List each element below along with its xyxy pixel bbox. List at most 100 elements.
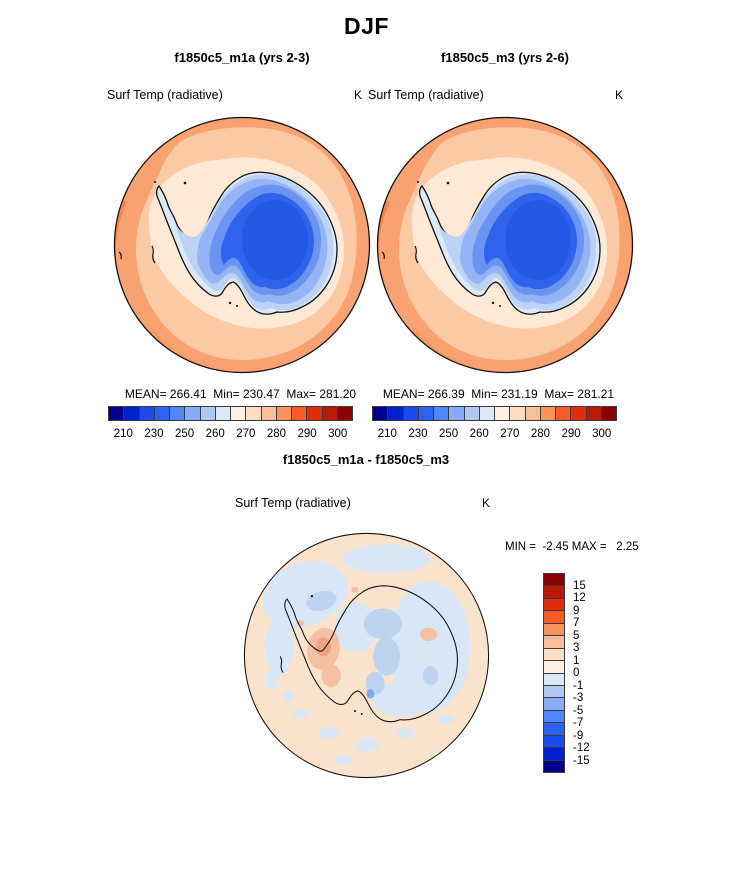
colorbar-diff-cells bbox=[543, 573, 565, 773]
colorbar-cell bbox=[544, 747, 564, 760]
colorbar-cell bbox=[544, 734, 564, 748]
colorbar-cell bbox=[184, 407, 200, 420]
colorbar-tick-label: 270 bbox=[500, 428, 520, 440]
map-left-antarctica bbox=[113, 116, 371, 374]
colorbar-cell bbox=[544, 722, 564, 735]
colorbar-tick-label: -1 bbox=[573, 679, 584, 692]
colorbar-left-ticks: 210 230 250 260 270 280 290 300 bbox=[108, 428, 353, 441]
colorbar-cell bbox=[463, 407, 479, 420]
colorbar-cell bbox=[544, 610, 564, 623]
panel-right-subtitle-row: Surf Temp (radiative) K bbox=[368, 88, 623, 102]
colorbar-tick-label: 210 bbox=[113, 428, 133, 440]
colorbar-tick-label: 280 bbox=[266, 428, 287, 440]
colorbar-cell bbox=[199, 407, 215, 420]
colorbar-tick-label: -3 bbox=[573, 692, 584, 704]
colorbar-cell bbox=[544, 635, 564, 648]
colorbar-cell bbox=[153, 407, 169, 420]
colorbar-cell bbox=[478, 407, 494, 420]
colorbar-cell bbox=[539, 407, 555, 420]
colorbar-tick-label: 5 bbox=[573, 629, 580, 642]
colorbar-cell bbox=[373, 407, 388, 420]
colorbar-tick-label: 12 bbox=[573, 592, 586, 604]
colorbar-tick-label: 7 bbox=[573, 617, 580, 629]
colorbar-cell bbox=[291, 407, 307, 420]
colorbar-cell bbox=[138, 407, 154, 420]
colorbar-cell bbox=[585, 407, 601, 420]
colorbar-cell bbox=[524, 407, 540, 420]
colorbar-cell bbox=[544, 660, 564, 673]
colorbar-tick-label: -7 bbox=[573, 717, 584, 729]
colorbar-tick-label: 230 bbox=[408, 428, 428, 440]
colorbar-left-cells bbox=[108, 406, 353, 421]
colorbar-right-ticks: 210 230 250 260 270 280 290 300 bbox=[372, 428, 617, 441]
panel-diff-subtitle-row: Surf Temp (radiative) K bbox=[235, 496, 490, 510]
colorbar-tick-label: -15 bbox=[573, 754, 590, 767]
colorbar-tick-label: 210 bbox=[377, 428, 397, 440]
colorbar-cell bbox=[600, 407, 616, 420]
colorbar-cell bbox=[544, 597, 564, 611]
colorbar-cell bbox=[260, 407, 276, 420]
panel-left-unit-label: K bbox=[353, 88, 362, 102]
colorbar-cell bbox=[336, 407, 352, 420]
colorbar-cell bbox=[230, 407, 246, 420]
colorbar-cell bbox=[448, 407, 464, 420]
colorbar-cell bbox=[494, 407, 510, 420]
colorbar-tick-label: 0 bbox=[573, 667, 580, 679]
colorbar-tick-label: 15 bbox=[573, 579, 586, 592]
colorbar-cell bbox=[387, 407, 403, 420]
colorbar-cell bbox=[275, 407, 291, 420]
panel-diff-unit-label: K bbox=[481, 496, 490, 510]
panel-diff-title: f1850c5_m1a - f1850c5_m3 bbox=[282, 452, 450, 467]
colorbar-tick-label: 290 bbox=[297, 428, 317, 440]
colorbar-cell bbox=[109, 407, 124, 420]
figure-title: DJF bbox=[344, 13, 389, 39]
colorbar-tick-label: 250 bbox=[438, 428, 459, 440]
colorbar-tick-label: -12 bbox=[573, 742, 590, 754]
panel-left-title: f1850c5_m1a (yrs 2-3) bbox=[174, 50, 310, 65]
colorbar-cell bbox=[433, 407, 449, 420]
colorbar-diff: 15 12 9 7 5 3 1 0 -1 -3 -5 -7 -9 -12 -15 bbox=[543, 573, 623, 773]
colorbar-cell bbox=[321, 407, 337, 420]
colorbar-cell bbox=[417, 407, 433, 420]
colorbar-tick-label: 300 bbox=[592, 428, 612, 440]
colorbar-cell bbox=[402, 407, 418, 420]
panel-left-subtitle-row: Surf Temp (radiative) K bbox=[107, 88, 362, 102]
colorbar-tick-label: 270 bbox=[236, 428, 256, 440]
colorbar-cell bbox=[544, 574, 564, 586]
panel-right-unit-label: K bbox=[614, 88, 623, 102]
colorbar-cell bbox=[544, 697, 564, 710]
colorbar-cell bbox=[544, 622, 564, 636]
panel-left-stats: MEAN= 266.41 Min= 230.47 Max= 281.20 bbox=[124, 387, 357, 401]
colorbar-cell bbox=[245, 407, 261, 420]
colorbar-tick-label: 260 bbox=[469, 428, 489, 440]
colorbar-diff-ticks: 15 12 9 7 5 3 1 0 -1 -3 -5 -7 -9 -12 -15 bbox=[573, 573, 621, 773]
colorbar-right-cells bbox=[372, 406, 617, 421]
colorbar-tick-label: 260 bbox=[205, 428, 225, 440]
colorbar-left: 210 230 250 260 270 280 290 300 bbox=[108, 406, 353, 441]
colorbar-cell bbox=[169, 407, 185, 420]
panel-right-stats: MEAN= 266.39 Min= 231.19 Max= 281.21 bbox=[382, 387, 615, 401]
colorbar-cell bbox=[214, 407, 230, 420]
panel-right-variable-label: Surf Temp (radiative) bbox=[368, 88, 484, 102]
colorbar-tick-label: 230 bbox=[144, 428, 164, 440]
colorbar-tick-label: 1 bbox=[573, 654, 580, 667]
colorbar-tick-label: 3 bbox=[573, 642, 580, 654]
colorbar-cell bbox=[544, 684, 564, 698]
colorbar-cell bbox=[123, 407, 139, 420]
panel-right-title: f1850c5_m3 (yrs 2-6) bbox=[441, 50, 569, 65]
panel-diff-minmax: MIN = -2.45 MAX = 2.25 bbox=[505, 541, 639, 553]
colorbar-cell bbox=[544, 709, 564, 723]
colorbar-tick-label: 250 bbox=[174, 428, 195, 440]
colorbar-cell bbox=[544, 759, 564, 772]
colorbar-right: 210 230 250 260 270 280 290 300 bbox=[372, 406, 617, 441]
colorbar-tick-label: 280 bbox=[530, 428, 551, 440]
colorbar-cell bbox=[555, 407, 571, 420]
colorbar-cell bbox=[570, 407, 586, 420]
colorbar-cell bbox=[306, 407, 322, 420]
colorbar-tick-label: -9 bbox=[573, 729, 584, 742]
colorbar-cell bbox=[544, 647, 564, 661]
colorbar-tick-label: 290 bbox=[561, 428, 581, 440]
colorbar-tick-label: 9 bbox=[573, 604, 580, 617]
colorbar-cell bbox=[544, 672, 564, 685]
